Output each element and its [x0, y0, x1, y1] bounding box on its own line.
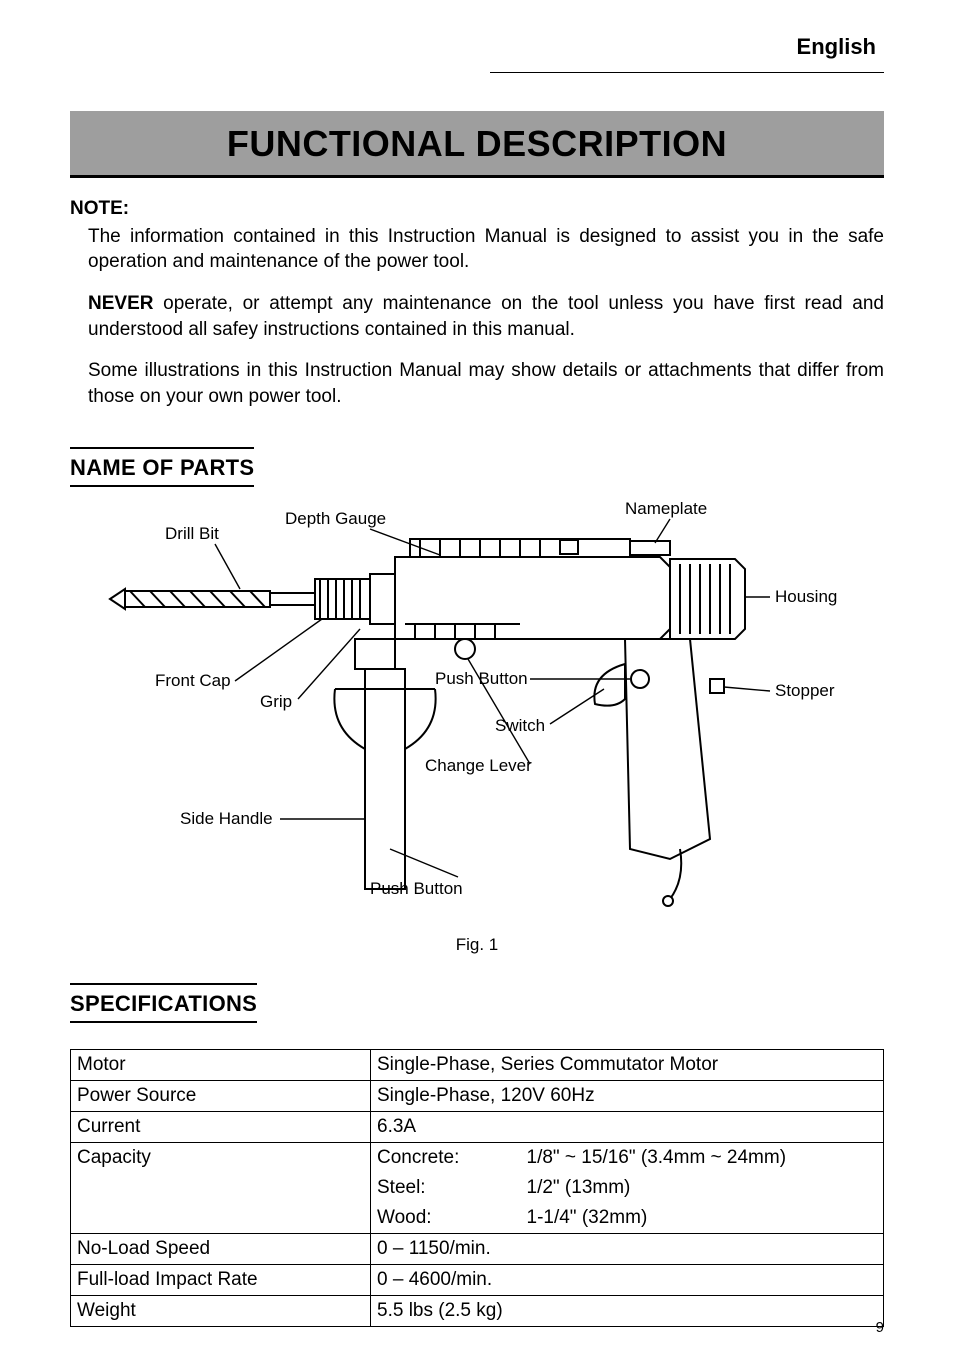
table-row: Capacity Concrete: 1/8" ~ 15/16" (3.4mm … — [71, 1143, 884, 1174]
table-row: Full-load Impact Rate 0 – 4600/min. — [71, 1265, 884, 1296]
label-push-button: Push Button — [435, 669, 528, 689]
capacity-subkey: Wood: — [371, 1203, 521, 1234]
page-number: 9 — [876, 1319, 884, 1336]
note-para-3: Some illustrations in this Instruction M… — [88, 358, 884, 409]
spec-value: 5.5 lbs (2.5 kg) — [371, 1296, 884, 1327]
spec-key: Current — [71, 1112, 371, 1143]
spec-value: 6.3A — [371, 1112, 884, 1143]
table-row: Motor Single-Phase, Series Commutator Mo… — [71, 1050, 884, 1081]
table-row: No-Load Speed 0 – 1150/min. — [71, 1234, 884, 1265]
section-specifications: SPECIFICATIONS — [70, 983, 257, 1023]
capacity-subval: 1/8" ~ 15/16" (3.4mm ~ 24mm) — [521, 1143, 884, 1174]
label-front-cap: Front Cap — [155, 671, 231, 691]
spec-value: 0 – 4600/min. — [371, 1265, 884, 1296]
spec-key: Weight — [71, 1296, 371, 1327]
label-nameplate: Nameplate — [625, 499, 707, 519]
spec-value: Single-Phase, Series Commutator Motor — [371, 1050, 884, 1081]
note-label: NOTE: — [70, 196, 884, 222]
label-push-button-2: Push Button — [370, 879, 463, 899]
note-para-2: NEVER operate, or attempt any maintenanc… — [88, 291, 884, 342]
language-label: English — [490, 30, 884, 73]
spec-key: Power Source — [71, 1081, 371, 1112]
label-drill-bit: Drill Bit — [165, 524, 219, 544]
table-row: Weight 5.5 lbs (2.5 kg) — [71, 1296, 884, 1327]
capacity-subkey: Concrete: — [371, 1143, 521, 1174]
spec-key: No-Load Speed — [71, 1234, 371, 1265]
label-housing: Housing — [775, 587, 837, 607]
spec-key: Full-load Impact Rate — [71, 1265, 371, 1296]
never-emphasis: NEVER — [88, 293, 153, 314]
label-switch: Switch — [495, 716, 545, 736]
label-grip: Grip — [260, 692, 292, 712]
note-para-1: The information contained in this Instru… — [88, 224, 884, 275]
label-depth-gauge: Depth Gauge — [285, 509, 386, 529]
section-name-of-parts: NAME OF PARTS — [70, 447, 254, 487]
capacity-subkey: Steel: — [371, 1173, 521, 1203]
label-side-handle: Side Handle — [180, 809, 273, 829]
table-row: Current 6.3A — [71, 1112, 884, 1143]
note-block: NOTE: The information contained in this … — [70, 196, 884, 409]
manual-page: English FUNCTIONAL DESCRIPTION NOTE: The… — [0, 0, 954, 1352]
spec-value: Single-Phase, 120V 60Hz — [371, 1081, 884, 1112]
page-title: FUNCTIONAL DESCRIPTION — [70, 111, 884, 178]
spec-key: Capacity — [71, 1143, 371, 1234]
table-row: Power Source Single-Phase, 120V 60Hz — [71, 1081, 884, 1112]
label-change-lever: Change Lever — [425, 756, 532, 776]
specifications-table: Motor Single-Phase, Series Commutator Mo… — [70, 1049, 884, 1327]
label-stopper: Stopper — [775, 681, 835, 701]
spec-value: 0 – 1150/min. — [371, 1234, 884, 1265]
spec-key: Motor — [71, 1050, 371, 1081]
parts-diagram: Drill Bit Depth Gauge Nameplate Housing … — [70, 499, 884, 939]
capacity-subval: 1/2" (13mm) — [521, 1173, 884, 1203]
drill-illustration — [70, 499, 884, 939]
note-para-2-rest: operate, or attempt any maintenance on t… — [88, 293, 884, 340]
capacity-subval: 1-1/4" (32mm) — [521, 1203, 884, 1234]
